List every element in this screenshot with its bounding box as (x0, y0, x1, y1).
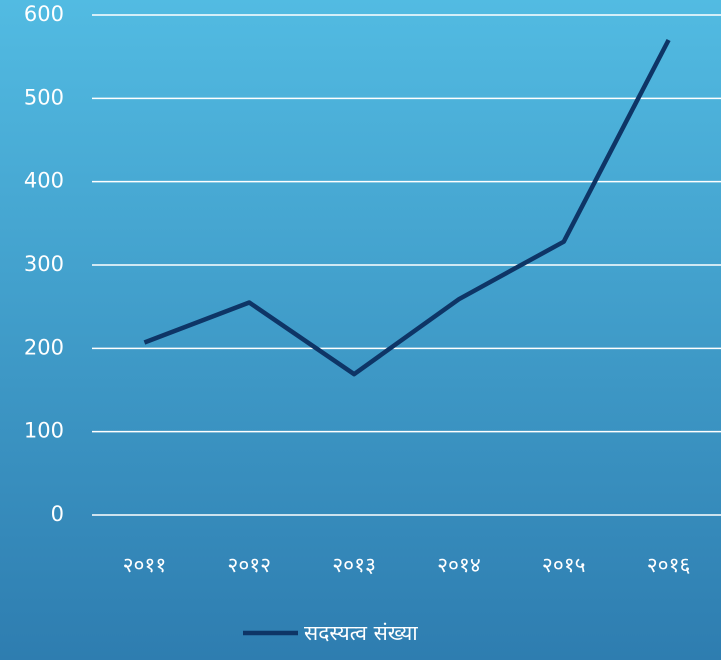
y-tick-label: 100 (24, 419, 64, 443)
y-tick-label: 500 (24, 85, 64, 109)
y-tick-label: 600 (24, 2, 64, 26)
x-tick-label: २०१३ (332, 553, 376, 577)
x-tick-label: २०११ (123, 553, 167, 577)
y-tick-label: 0 (51, 502, 64, 526)
y-tick-label: 300 (24, 252, 64, 276)
x-tick-label: २०१५ (542, 553, 586, 577)
y-tick-label: 400 (24, 169, 64, 193)
data-line (143, 38, 671, 377)
legend-label: सदस्यत्व संख्या (304, 621, 418, 645)
x-tick-label: २०१४ (437, 553, 481, 577)
y-tick-label: 200 (24, 335, 64, 359)
x-tick-label: २०१२ (227, 553, 271, 577)
x-tick-label: २०१६ (647, 553, 691, 577)
